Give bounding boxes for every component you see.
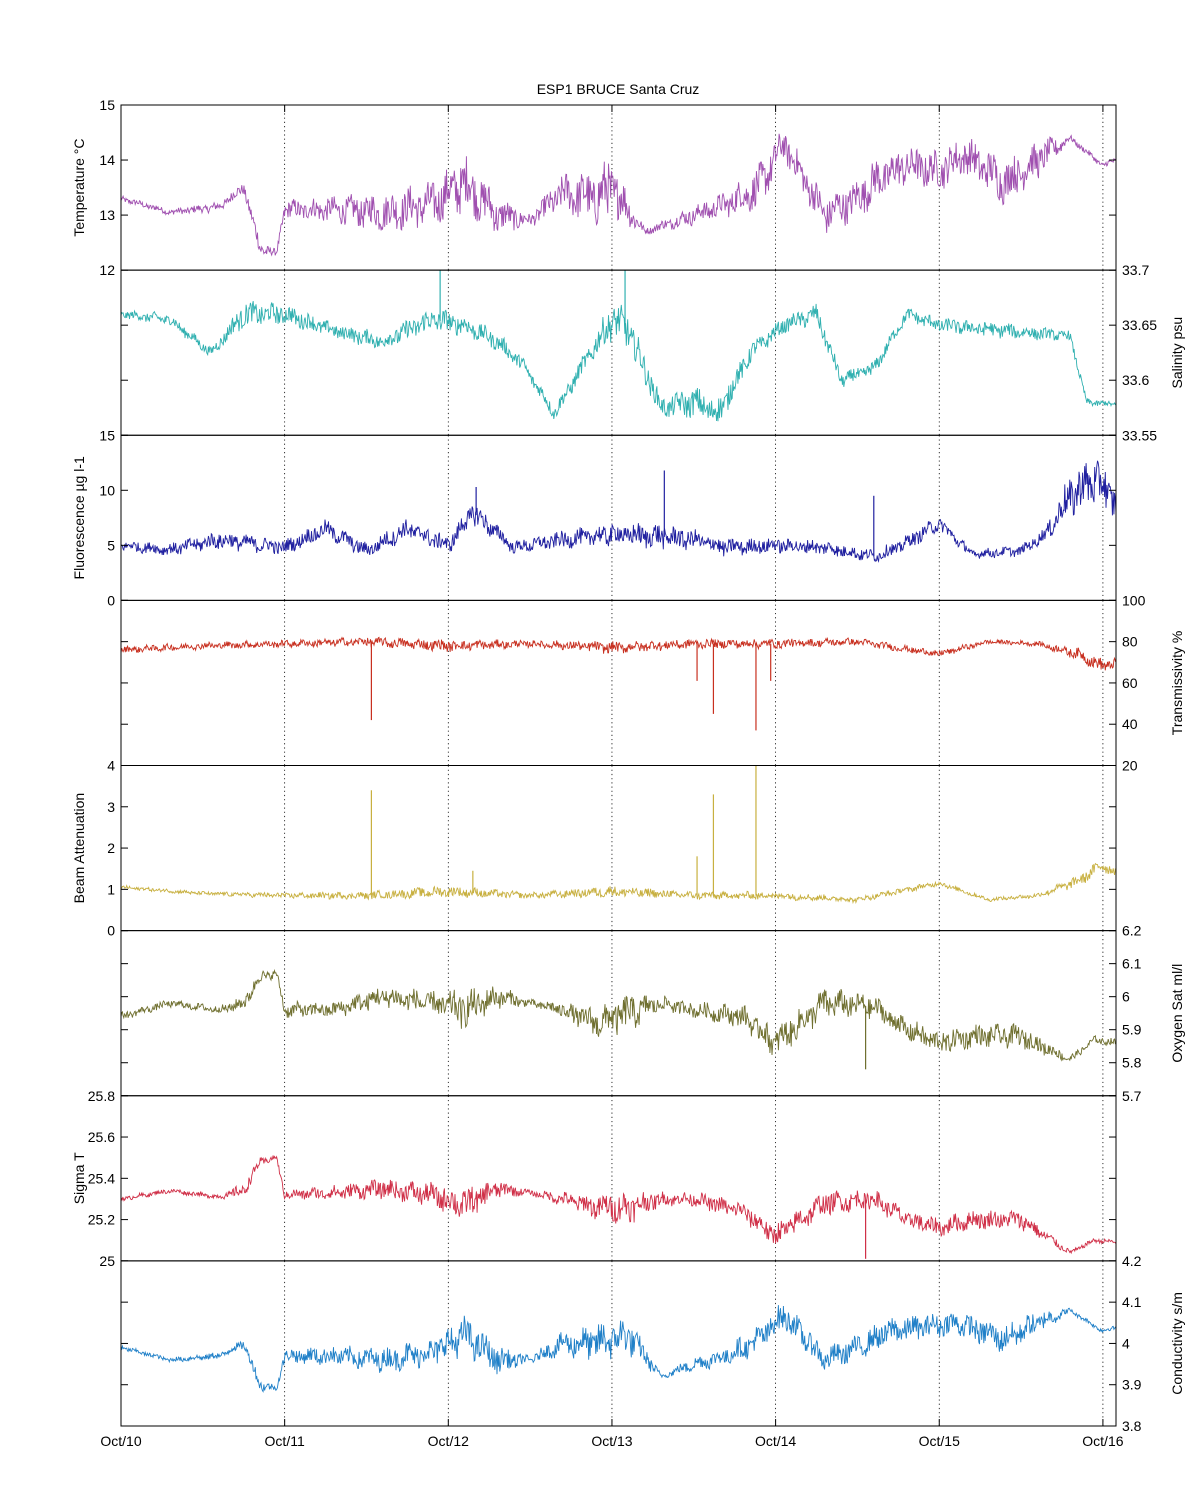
y-axis-label-2: Salinity psu — [1169, 317, 1185, 389]
x-tick-label: Oct/15 — [919, 1433, 960, 1449]
x-tick-label: Oct/11 — [265, 1433, 305, 1449]
y-tick-label: 33.6 — [1122, 372, 1149, 388]
y-tick-label: 10 — [99, 482, 115, 498]
panel-frame-1 — [120, 104, 1117, 271]
series-line-3 — [120, 460, 1117, 563]
y-tick-label: 15 — [99, 97, 115, 113]
series-line-7 — [120, 1155, 1117, 1255]
y-axis-label-8: Conductivity s/m — [1169, 1292, 1185, 1395]
x-tick-label: Oct/14 — [755, 1433, 796, 1449]
y-tick-label: 4.1 — [1122, 1294, 1142, 1310]
y-tick-label: 25.8 — [88, 1088, 115, 1104]
y-axis-label-7: Sigma T — [71, 1152, 87, 1204]
panel-frame-3 — [120, 434, 1117, 601]
series-layer — [120, 133, 1117, 1393]
panel-frame-6 — [120, 930, 1117, 1097]
panel-frame-7 — [120, 1095, 1117, 1262]
y-tick-label: 33.55 — [1122, 427, 1157, 443]
y-tick-label: 6.2 — [1122, 923, 1142, 939]
y-tick-label: 4.2 — [1122, 1253, 1142, 1269]
y-tick-label: 5 — [107, 537, 115, 553]
y-tick-label: 33.7 — [1122, 262, 1149, 278]
y-tick-label: 15 — [99, 427, 115, 443]
series-line-5 — [120, 862, 1117, 905]
series-line-6 — [120, 968, 1117, 1062]
y-tick-label: 25.4 — [88, 1170, 115, 1186]
series-line-4 — [120, 636, 1117, 671]
y-tick-label: 13 — [99, 207, 115, 223]
y-axis-label-3: Fluorescence µg l-1 — [71, 456, 87, 579]
y-tick-label: 3.9 — [1122, 1377, 1142, 1393]
series-line-2 — [120, 301, 1117, 422]
y-tick-label: 60 — [1122, 675, 1138, 691]
y-tick-label: 5.8 — [1122, 1055, 1142, 1071]
y-tick-label: 2 — [107, 840, 115, 856]
panel-frame-2 — [120, 269, 1117, 436]
y-tick-label: 80 — [1122, 634, 1138, 650]
y-tick-label: 20 — [1122, 758, 1138, 774]
ticks-layer — [120, 104, 1116, 1427]
y-tick-label: 4 — [107, 758, 115, 774]
y-tick-label: 0 — [107, 592, 115, 608]
y-tick-label: 25.6 — [88, 1129, 115, 1145]
chart-title: ESP1 BRUCE Santa Cruz — [537, 81, 700, 97]
panel-frame-4 — [120, 599, 1117, 766]
y-tick-label: 25.2 — [88, 1212, 115, 1228]
y-tick-label: 12 — [99, 262, 115, 278]
y-tick-label: 5.9 — [1122, 1022, 1142, 1038]
x-tick-label: Oct/16 — [1082, 1433, 1123, 1449]
y-tick-label: 6 — [1122, 989, 1130, 1005]
y-tick-label: 0 — [107, 923, 115, 939]
x-tick-label: Oct/12 — [428, 1433, 469, 1449]
series-line-8 — [120, 1305, 1117, 1393]
y-tick-label: 40 — [1122, 716, 1138, 732]
y-tick-label: 100 — [1122, 592, 1146, 608]
y-tick-label: 5.7 — [1122, 1088, 1142, 1104]
y-tick-label: 3.8 — [1122, 1418, 1142, 1434]
y-axis-label-6: Oxygen Sat ml/l — [1169, 964, 1185, 1063]
y-tick-label: 4 — [1122, 1335, 1130, 1351]
y-axis-label-1: Temperature °C — [71, 138, 87, 236]
y-tick-label: 6.1 — [1122, 956, 1142, 972]
panel-frame-5 — [120, 765, 1117, 932]
y-tick-label: 25 — [99, 1253, 115, 1269]
y-tick-label: 33.65 — [1122, 317, 1157, 333]
y-axis-label-4: Transmissivity % — [1169, 631, 1185, 736]
y-tick-label: 1 — [107, 881, 115, 897]
y-axis-label-5: Beam Attenuation — [71, 793, 87, 904]
y-tick-label: 3 — [107, 799, 115, 815]
y-tick-label: 14 — [99, 152, 115, 168]
series-line-1 — [120, 133, 1117, 257]
x-tick-label: Oct/10 — [100, 1433, 141, 1449]
x-tick-label: Oct/13 — [591, 1433, 632, 1449]
